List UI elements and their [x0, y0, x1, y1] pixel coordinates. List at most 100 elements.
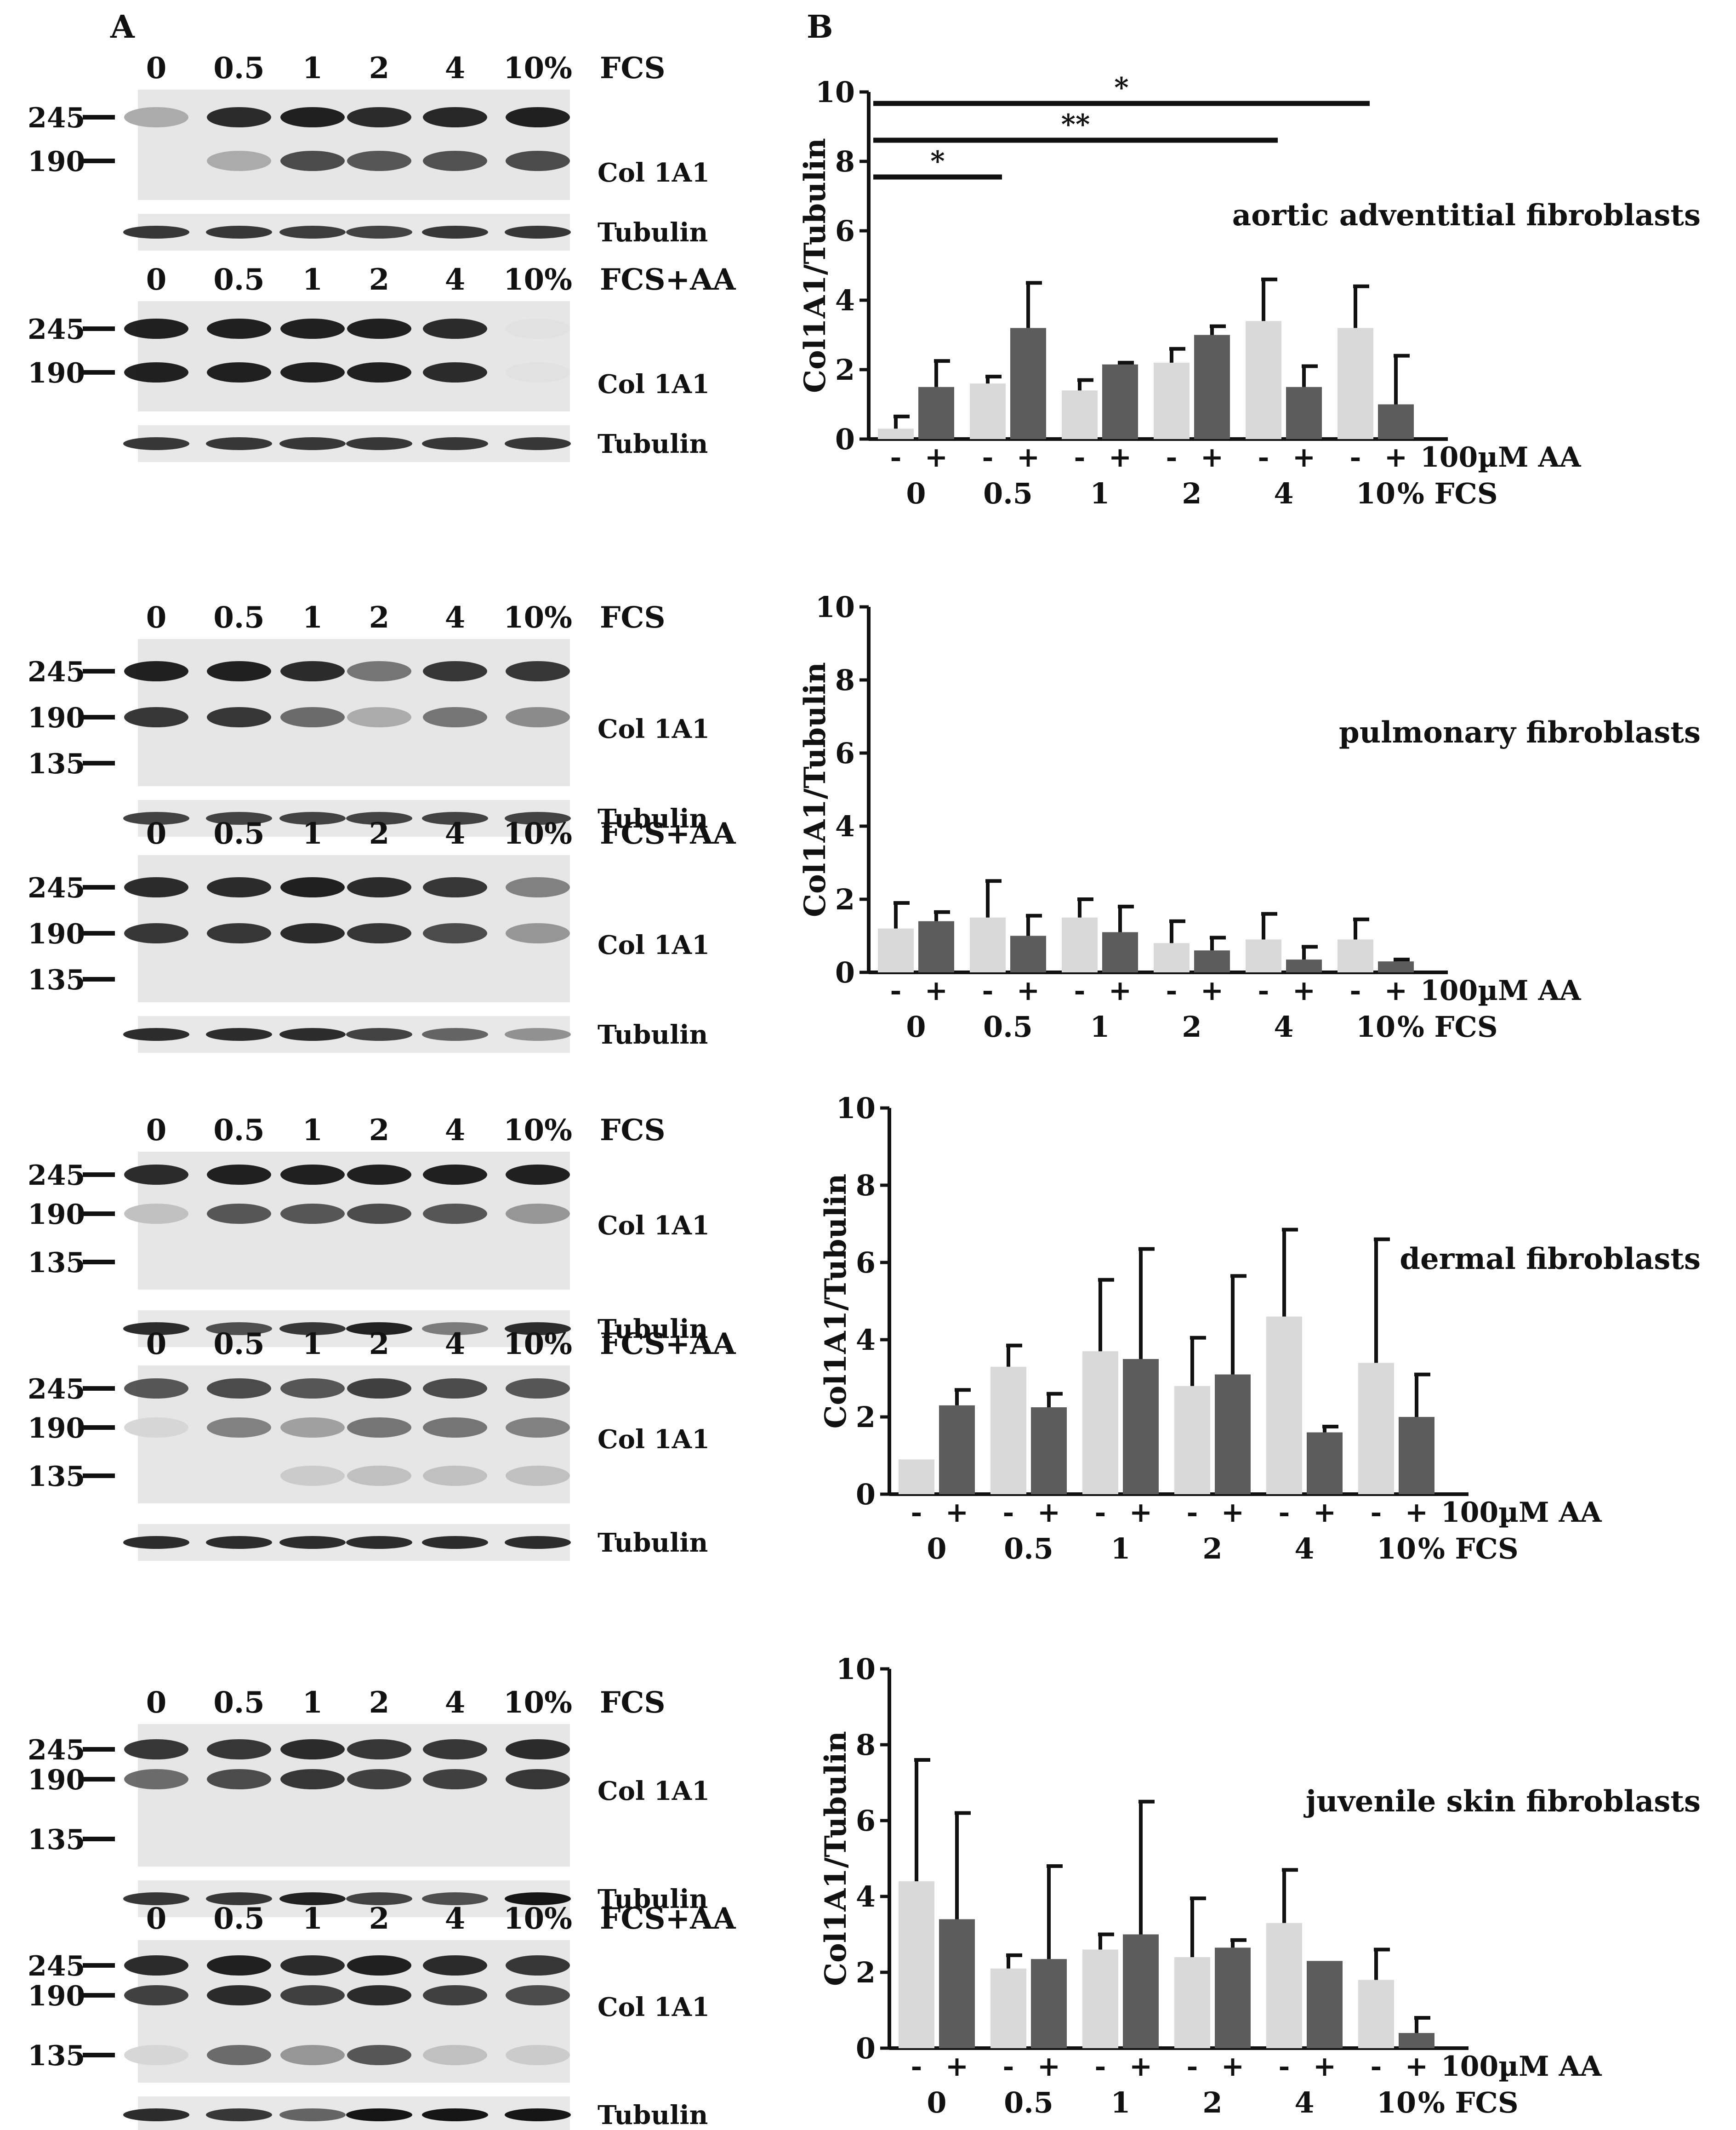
tubulin-band: [422, 437, 488, 450]
band: [280, 1955, 345, 1976]
band: [506, 1739, 570, 1759]
minus-label: -: [982, 441, 994, 474]
lane-label: 4: [445, 1327, 466, 1361]
y-tick-label: 4: [856, 1323, 876, 1357]
y-tick-label: 8: [835, 145, 855, 178]
lane-label: 1: [302, 1327, 323, 1361]
band: [423, 319, 487, 339]
plus-label: +: [1201, 975, 1224, 1007]
y-tick-label: 2: [856, 1400, 876, 1434]
minus-label: -: [890, 441, 902, 474]
marker-tick: [83, 1837, 115, 1841]
bar: [1102, 932, 1138, 972]
band: [506, 923, 570, 943]
lane-label: 0.5: [213, 263, 264, 297]
tubulin-label: Tubulin: [598, 1884, 708, 1914]
category-label: 4: [1294, 2086, 1314, 2119]
marker-label: 190: [28, 702, 85, 734]
tubulin-band: [422, 226, 488, 239]
band: [423, 1769, 487, 1789]
category-label: 10: [1356, 1010, 1395, 1044]
bar: [990, 1968, 1026, 2048]
category-label: 4: [1274, 477, 1293, 510]
y-tick-label: 4: [835, 284, 855, 317]
category-label: 2: [1202, 2086, 1222, 2119]
plus-label: +: [945, 2050, 968, 2083]
band: [423, 923, 487, 943]
lane-label: 1: [302, 1685, 323, 1720]
minus-label: -: [890, 975, 902, 1007]
band: [280, 151, 345, 171]
bar: [878, 928, 914, 972]
plus-label: +: [925, 441, 948, 474]
tubulin-band: [505, 1322, 571, 1335]
band: [347, 1378, 411, 1399]
band: [124, 1378, 188, 1399]
band: [423, 1985, 487, 2005]
bar: [918, 387, 954, 439]
category-label: 0.5: [1004, 2086, 1053, 2119]
condition-label: FCS: [600, 600, 666, 635]
condition-label: FCS: [600, 51, 666, 86]
band: [506, 1378, 570, 1399]
panel-b-label: B: [807, 9, 833, 46]
band: [347, 1204, 411, 1224]
tubulin-band: [505, 1028, 571, 1041]
blot-group-pulmonary: 0 0.5 1 2 4 10% FCS 245 190 135 Col 1A1 Tubulin 0 0.5…: [28, 600, 736, 1053]
bar: [1174, 1386, 1210, 1494]
tubulin-band: [422, 1322, 488, 1335]
band: [207, 1165, 271, 1185]
marker-label: 135: [28, 964, 85, 996]
tubulin-band: [206, 226, 272, 239]
lane-label: 2: [369, 1327, 390, 1361]
tubulin-band: [123, 1536, 189, 1549]
lane-label: 0.5: [213, 1902, 264, 1936]
marker-tick: [83, 931, 115, 936]
lane-label: 0.5: [213, 1685, 264, 1720]
significance-label: *: [930, 145, 945, 177]
bar: [970, 917, 1006, 972]
marker-label: 135: [28, 748, 85, 780]
lane-label: 10%: [503, 1113, 572, 1148]
y-axis-label: Col1A1/Tubulin: [819, 1174, 853, 1429]
band: [423, 362, 487, 383]
marker-tick: [83, 669, 115, 674]
tubulin-band: [123, 1322, 189, 1335]
marker-tick: [83, 1425, 115, 1430]
band: [506, 1466, 570, 1486]
plus-label: +: [1221, 2050, 1244, 2083]
marker-label: 190: [28, 357, 85, 389]
bar: [1378, 404, 1414, 439]
col1a1-label: Col 1A1: [598, 369, 710, 400]
tubulin-band: [505, 1536, 571, 1549]
plus-label: +: [1017, 975, 1040, 1007]
tubulin-label: Tubulin: [598, 429, 708, 459]
band: [280, 2045, 345, 2065]
tubulin-label: Tubulin: [598, 1314, 708, 1344]
aa-label: 100µM AA: [1420, 441, 1582, 474]
bar: [1194, 950, 1230, 972]
tubulin-band: [123, 1028, 189, 1041]
category-label: 0: [927, 2086, 946, 2119]
band: [347, 1955, 411, 1976]
chart-title: dermal fibroblasts: [1400, 1242, 1701, 1276]
band: [423, 1417, 487, 1438]
category-label: 10: [1356, 477, 1395, 510]
bar: [1031, 1959, 1067, 2048]
y-tick-label: 4: [856, 1880, 876, 1913]
band: [280, 1739, 345, 1759]
band: [347, 2045, 411, 2065]
lane-label: 0.5: [213, 600, 264, 635]
bar: [1286, 959, 1322, 972]
band: [423, 151, 487, 171]
band: [506, 1955, 570, 1976]
blot-group-dermal: 0 0.5 1 2 4 10% FCS 245 190 135 Col 1A1 Tubulin 0 0.5…: [28, 1113, 736, 1561]
tubulin-band: [422, 1028, 488, 1041]
lane-label: 0: [146, 600, 167, 635]
condition-label: FCS+AA: [600, 1902, 736, 1936]
band: [347, 319, 411, 339]
marker-label: 190: [28, 1199, 85, 1231]
tubulin-band: [279, 1322, 346, 1335]
